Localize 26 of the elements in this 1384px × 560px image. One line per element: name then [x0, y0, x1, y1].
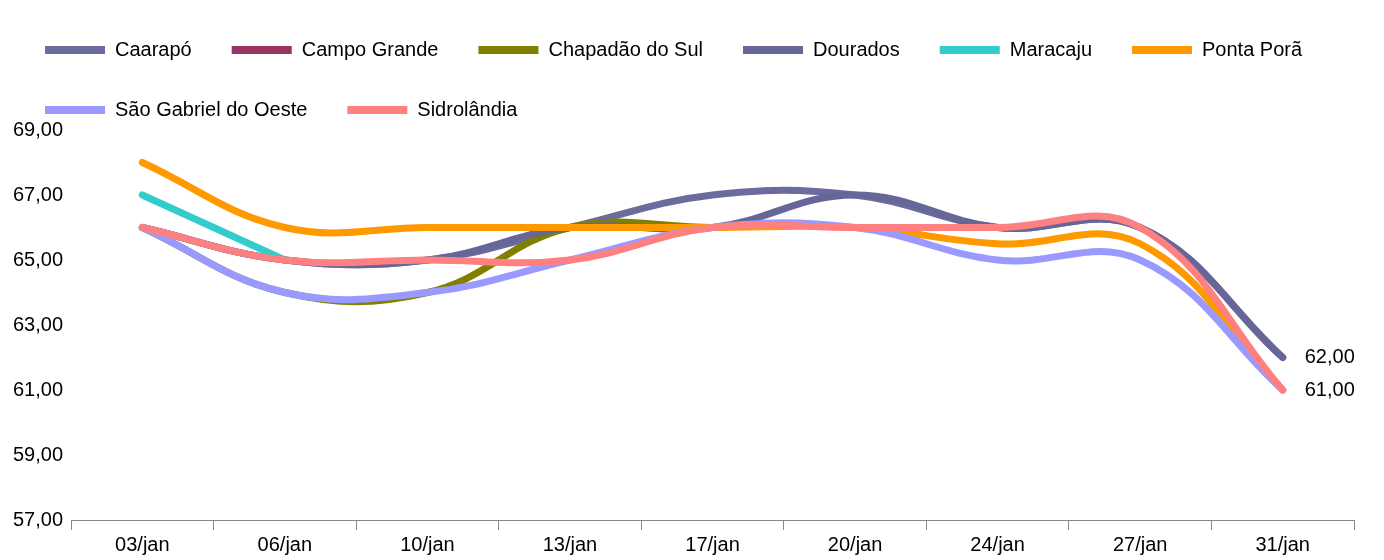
y-tick-label: 61,00 [12, 377, 64, 400]
x-tick-label: 03/jan [115, 532, 170, 555]
data-label: 62,00 [1304, 345, 1355, 368]
x-tick-label: 06/jan [257, 532, 313, 555]
legend-label: Sidrolândia [417, 97, 519, 120]
y-tick-label: 63,00 [12, 312, 64, 335]
x-tick-label: 20/jan [827, 532, 883, 555]
y-tick-label: 69,00 [12, 117, 64, 140]
x-tick-label: 24/jan [970, 532, 1025, 555]
legend-label: Ponta Porã [1202, 37, 1303, 60]
x-tick-label: 10/jan [400, 532, 455, 555]
legend-label: Chapadão do Sul [548, 37, 704, 60]
x-tick-label: 17/jan [685, 532, 740, 555]
legend-label: Dourados [813, 37, 900, 60]
legend-label: São Gabriel do Oeste [115, 97, 308, 120]
y-tick-label: 65,00 [12, 247, 64, 270]
legend-label: Maracaju [1009, 37, 1093, 60]
y-tick-label: 67,00 [12, 182, 64, 205]
y-tick-label: 57,00 [12, 507, 64, 530]
x-tick-label: 31/jan [1255, 532, 1310, 555]
legend-label: Caarapó [115, 37, 192, 60]
legend-label: Campo Grande [301, 37, 439, 60]
data-label: 61,00 [1304, 377, 1355, 400]
x-tick-label: 27/jan [1112, 532, 1168, 555]
y-tick-label: 59,00 [12, 442, 64, 465]
x-tick-label: 13/jan [542, 532, 598, 555]
